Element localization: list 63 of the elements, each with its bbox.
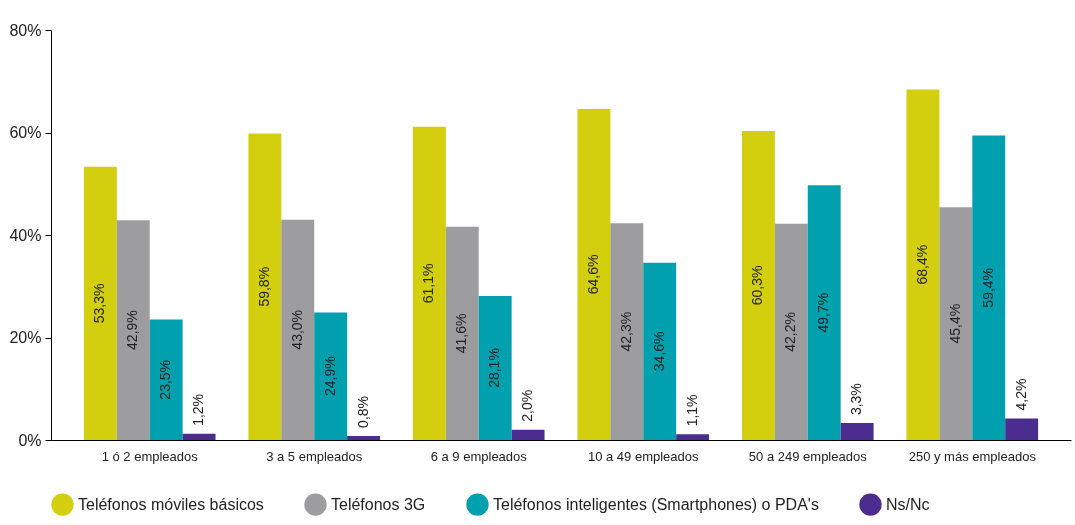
- data-label: 1,2%: [190, 393, 207, 426]
- bar: [774, 223, 808, 440]
- data-label: 45,4%: [946, 303, 963, 344]
- bar: [840, 423, 874, 440]
- data-label: 68,4%: [913, 244, 930, 285]
- bar: [906, 89, 940, 440]
- bar: [939, 207, 973, 440]
- data-label: 61,1%: [420, 263, 437, 304]
- data-label: 49,7%: [815, 292, 832, 333]
- data-label: 34,6%: [650, 331, 667, 372]
- data-label: 2,0%: [519, 389, 536, 422]
- data-label: 24,9%: [321, 356, 338, 397]
- bar: [281, 219, 315, 440]
- bar: [676, 434, 710, 440]
- bar: [149, 319, 183, 440]
- data-label: 60,3%: [749, 265, 766, 306]
- y-tick-label: 40%: [9, 226, 42, 244]
- legend-label: Teléfonos inteligentes (Smartphones) o PDA's: [493, 495, 819, 513]
- bar: [741, 130, 775, 440]
- data-label: 23,5%: [157, 359, 174, 400]
- data-label: 53,3%: [91, 283, 108, 324]
- bar: [347, 435, 381, 440]
- bar: [314, 312, 348, 440]
- bar: [248, 133, 282, 440]
- y-tick-label: 0%: [18, 431, 42, 449]
- data-label: 0,8%: [354, 395, 371, 428]
- bar: [445, 226, 479, 440]
- data-label: 4,2%: [1012, 378, 1029, 411]
- bar: [1005, 418, 1039, 440]
- x-tick-label: 10 a 49 empleados: [587, 448, 700, 464]
- bar: [511, 429, 545, 440]
- bar: [478, 295, 512, 440]
- x-tick-label: 250 y más empleados: [908, 448, 1037, 464]
- y-tick-label: 60%: [9, 124, 42, 141]
- bar: [412, 126, 446, 440]
- legend-label: Teléfonos móviles básicos: [78, 495, 264, 513]
- bar: [643, 262, 677, 440]
- bar: [182, 433, 216, 440]
- data-label: 42,3%: [617, 311, 634, 352]
- x-tick-label: 1 ó 2 empleados: [101, 448, 199, 464]
- bar: [972, 135, 1006, 440]
- data-label: 3,3%: [848, 383, 865, 416]
- bar: [116, 220, 150, 440]
- data-label: 43,0%: [288, 309, 305, 350]
- legend-label: Teléfonos 3G: [331, 495, 426, 513]
- data-label: 41,6%: [453, 313, 470, 354]
- data-label: 59,8%: [255, 266, 272, 307]
- y-tick-label: 80%: [9, 21, 42, 39]
- x-tick-label: 3 a 5 empleados: [266, 448, 363, 464]
- data-label: 42,2%: [782, 312, 799, 352]
- data-label: 64,6%: [584, 254, 601, 295]
- x-tick-label: 6 a 9 empleados: [430, 448, 528, 464]
- data-label: 42,9%: [124, 310, 141, 350]
- data-label: 28,1%: [486, 348, 503, 388]
- legend-label: Ns/Nc: [886, 495, 930, 513]
- bar: [610, 223, 644, 440]
- bar: [83, 166, 117, 440]
- bar: [807, 185, 841, 440]
- data-label: 59,4%: [979, 267, 996, 308]
- x-tick-label: 50 a 249 empleados: [748, 448, 868, 464]
- bar: [577, 108, 611, 440]
- y-tick-label: 20%: [9, 329, 42, 346]
- data-label: 1,1%: [683, 394, 700, 427]
